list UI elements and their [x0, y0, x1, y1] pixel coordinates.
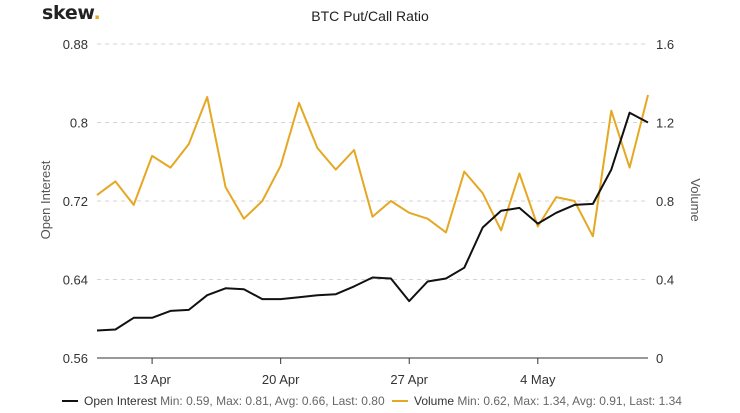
- legend-label-volume: Volume: [414, 394, 455, 408]
- legend-item-open-interest[interactable]: Open Interest Min: 0.59, Max: 0.81, Avg:…: [62, 394, 385, 408]
- chart-title: BTC Put/Call Ratio: [311, 8, 429, 24]
- y-left-tick-label: 0.56: [63, 351, 88, 366]
- x-tick-label: 4 May: [520, 372, 556, 387]
- y-left-tick-label: 0.64: [63, 273, 88, 288]
- y-right-tick-label: 0.4: [656, 273, 674, 288]
- y-left-tick-label: 0.88: [63, 37, 88, 52]
- legend-swatch-open-interest: [62, 399, 78, 402]
- skew-logo: skew.: [42, 2, 101, 24]
- y-left-tick-label: 0.8: [70, 116, 88, 131]
- y-right-tick-label: 1.2: [656, 116, 674, 131]
- legend-item-volume[interactable]: Volume Min: 0.62, Max: 1.34, Avg: 0.91, …: [392, 394, 682, 408]
- y-left-tick-label: 0.72: [63, 194, 88, 209]
- legend-stats-volume: Min: 0.62, Max: 1.34, Avg: 0.91, Last: 1…: [457, 394, 682, 408]
- volume-series-line: [96, 94, 649, 238]
- y-axis-right-label: Volume: [688, 178, 703, 221]
- legend-label-open-interest: Open Interest: [84, 394, 157, 408]
- x-tick-label: 27 Apr: [390, 372, 428, 387]
- legend-stats-open-interest: Min: 0.59, Max: 0.81, Avg: 0.66, Last: 0…: [160, 394, 385, 408]
- x-tick-label: 20 Apr: [262, 372, 300, 387]
- y-right-tick-label: 0.8: [656, 194, 674, 209]
- x-tick-label: 13 Apr: [133, 372, 171, 387]
- legend-swatch-volume: [392, 399, 408, 402]
- open-interest-series-line: [96, 111, 649, 332]
- y-right-tick-label: 0: [656, 351, 663, 366]
- y-right-tick-label: 1.6: [656, 37, 674, 52]
- y-axis-left-label: Open Interest: [38, 160, 53, 239]
